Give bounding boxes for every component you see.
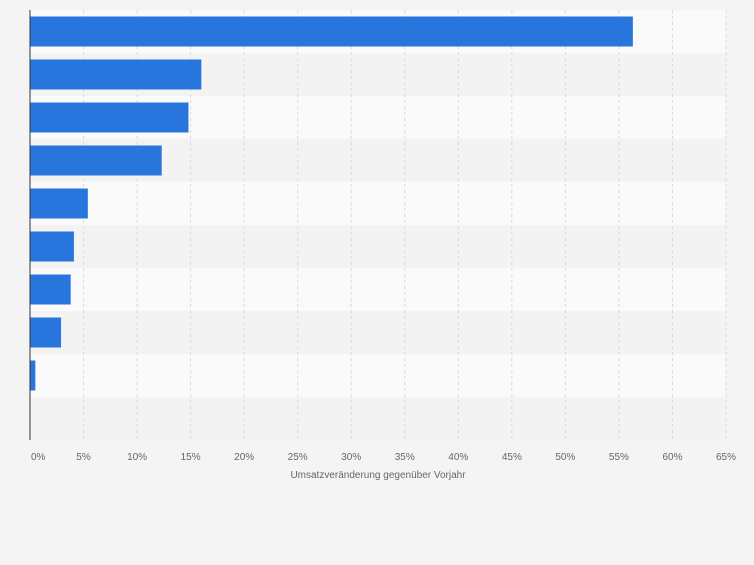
- row-band: [30, 182, 726, 225]
- bar: [30, 16, 633, 47]
- row-band: [30, 225, 726, 268]
- x-axis-label: Umsatzveränderung gegenüber Vorjahr: [290, 470, 466, 481]
- bar: [30, 231, 74, 262]
- x-tick-label: 55%: [609, 452, 629, 463]
- x-tick-label: 5%: [76, 452, 91, 463]
- x-tick-labels: 0% 5% 10% 15% 20% 25% 30% 35% 40% 45% 50% 55% 60% 65%: [31, 452, 736, 463]
- row-band: [30, 311, 726, 354]
- bar: [30, 145, 162, 176]
- bar: [30, 274, 71, 305]
- x-tick-label: 20%: [234, 452, 254, 463]
- x-tick-label: 45%: [502, 452, 522, 463]
- x-tick-label: 30%: [341, 452, 361, 463]
- x-tick-label: 25%: [288, 452, 308, 463]
- bar: [30, 317, 62, 348]
- x-tick-label: 50%: [555, 452, 575, 463]
- bar: [30, 360, 36, 391]
- bar: [30, 102, 189, 133]
- x-tick-label: 35%: [395, 452, 415, 463]
- bars: [30, 16, 633, 391]
- row-bands: [30, 10, 726, 440]
- row-band: [30, 268, 726, 311]
- row-band: [30, 397, 726, 440]
- row-band: [30, 354, 726, 397]
- bar: [30, 59, 202, 90]
- x-tick-label: 40%: [448, 452, 468, 463]
- x-tick-label: 65%: [716, 452, 736, 463]
- x-tick-label: 60%: [662, 452, 682, 463]
- x-tick-label: 10%: [127, 452, 147, 463]
- bar: [30, 188, 88, 219]
- x-tick-label: 0%: [31, 452, 46, 463]
- x-tick-label: 15%: [181, 452, 201, 463]
